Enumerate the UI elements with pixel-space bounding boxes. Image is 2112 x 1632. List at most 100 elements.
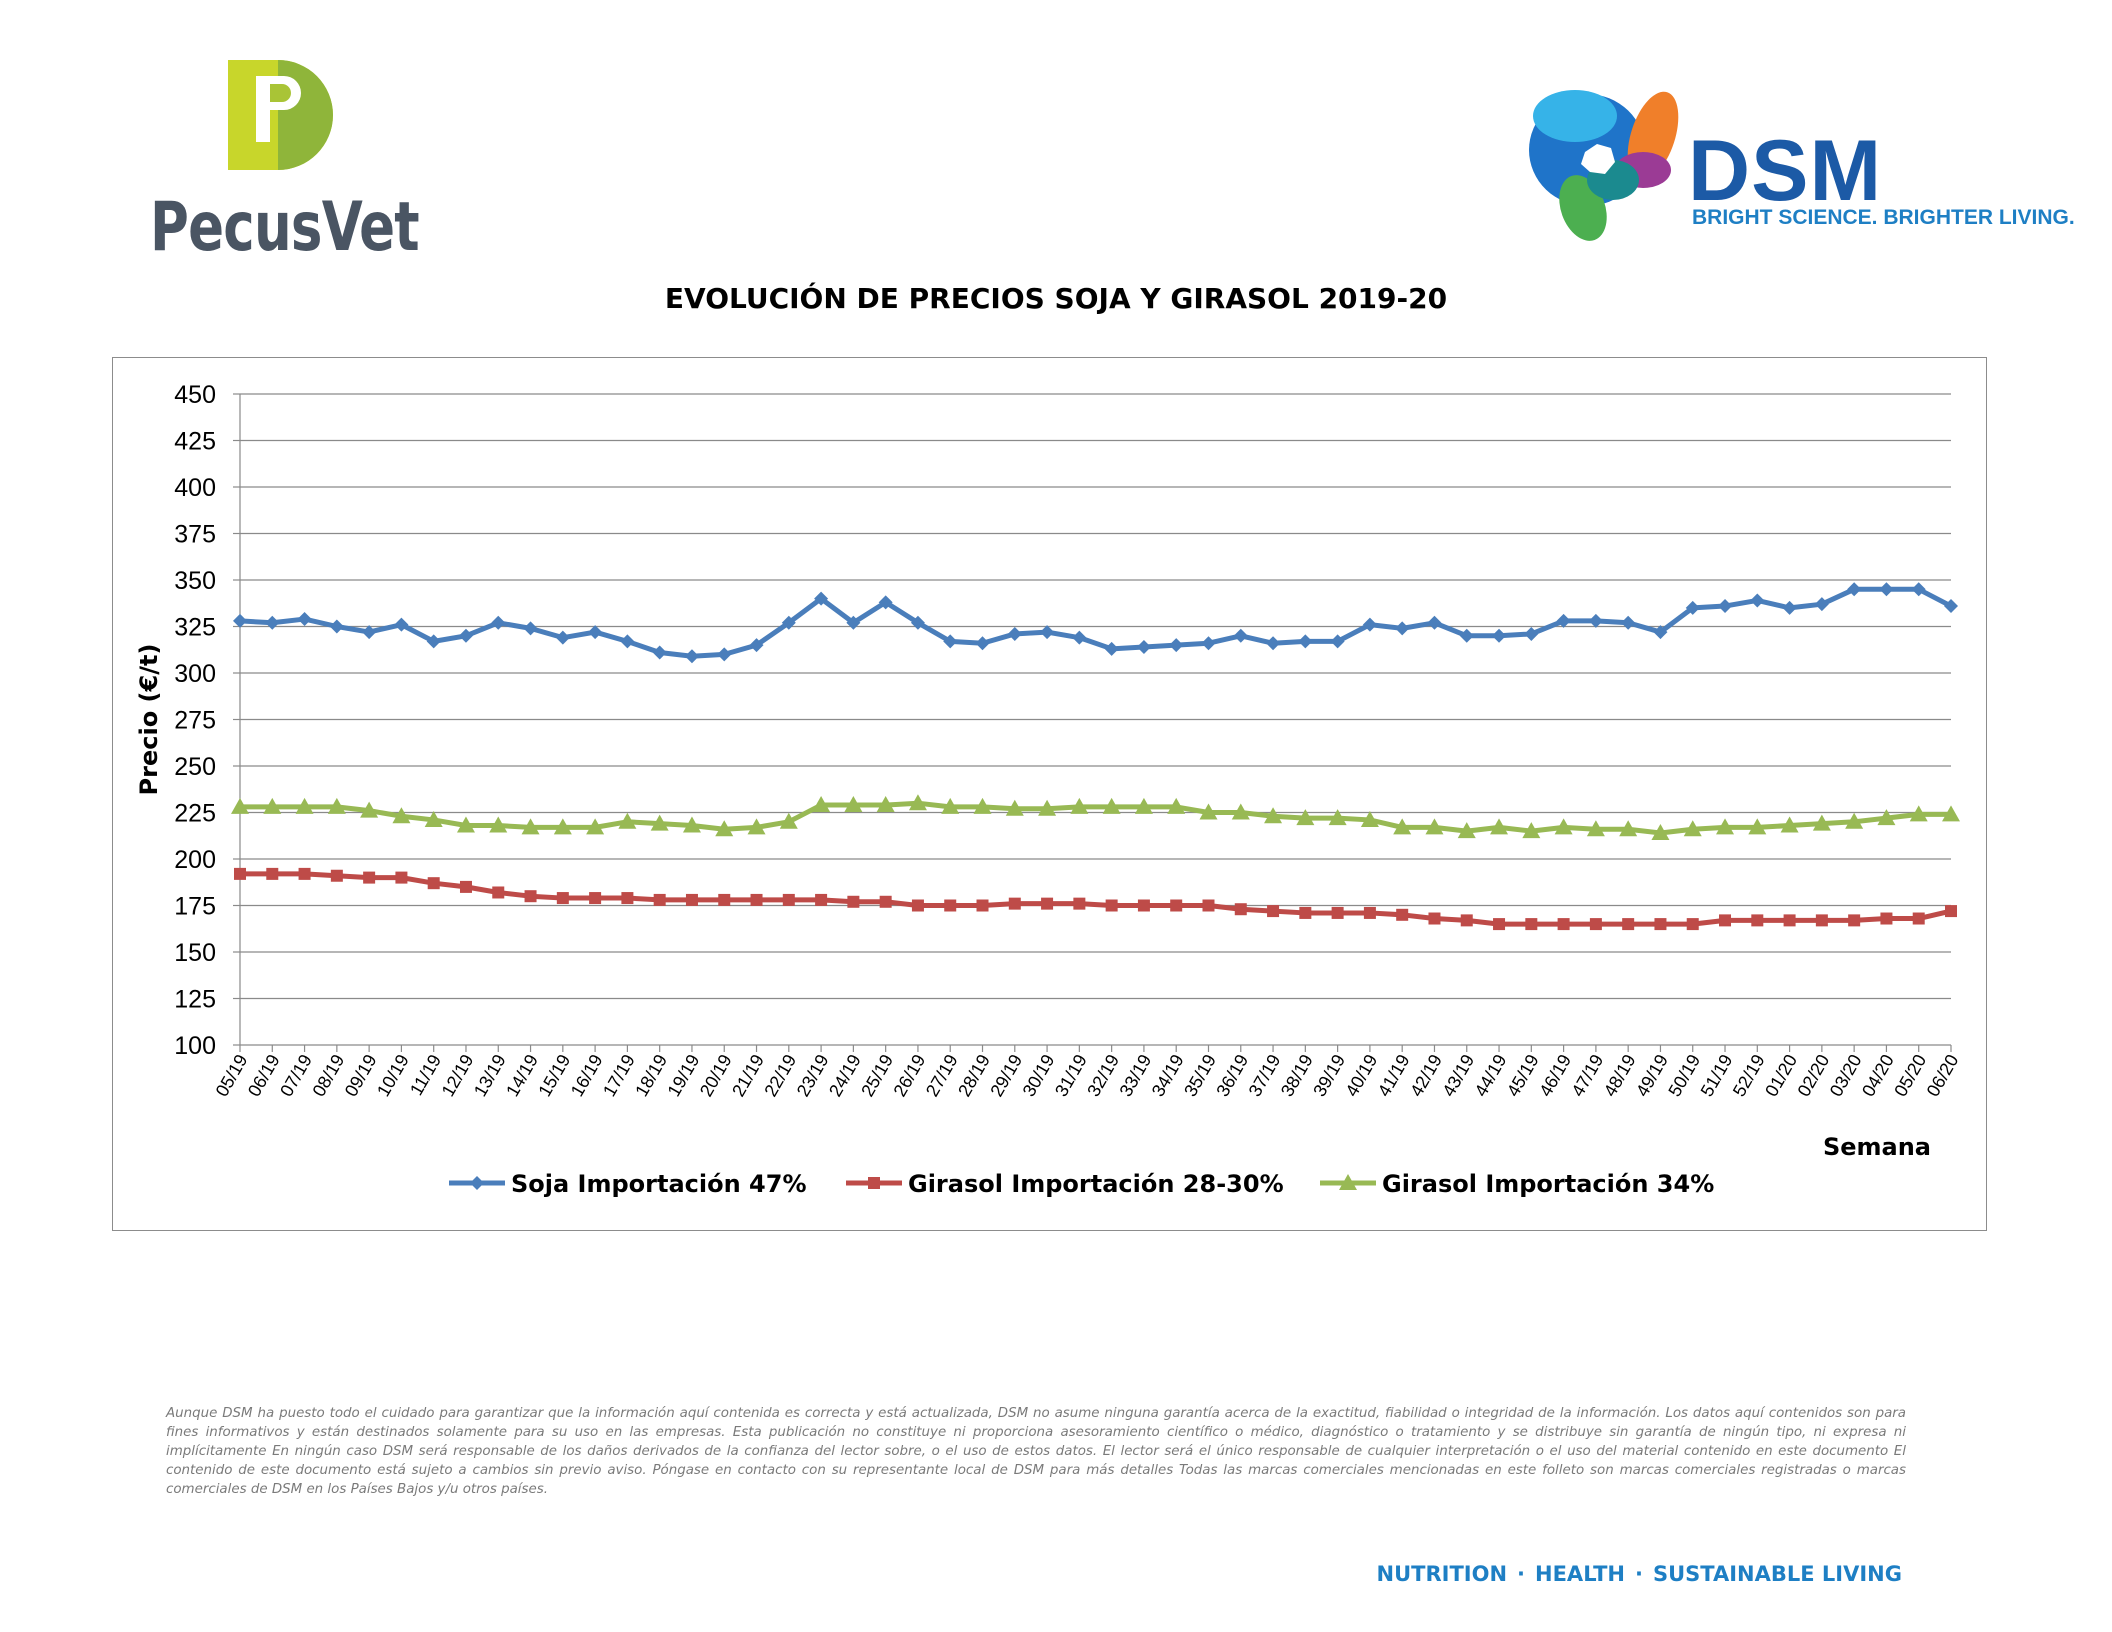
- data-point-series-1: [1879, 582, 1894, 597]
- data-point-series-2: [1105, 899, 1118, 912]
- data-point-series-1: [1330, 634, 1345, 649]
- data-point-series-2: [782, 893, 795, 906]
- data-point-series-3: [1780, 816, 1799, 833]
- x-tick-label: 14/19: [502, 1051, 542, 1100]
- data-point-series-2: [1622, 918, 1635, 931]
- data-point-series-1: [1556, 613, 1571, 628]
- data-point-series-3: [360, 801, 379, 818]
- x-tick-label: 23/19: [793, 1051, 833, 1100]
- data-point-series-3: [1651, 823, 1670, 840]
- data-point-series-3: [1877, 809, 1896, 826]
- footer-separator: ·: [1635, 1562, 1643, 1586]
- y-tick-label: 225: [174, 800, 216, 828]
- data-point-series-1: [1072, 630, 1087, 645]
- data-point-series-1: [1007, 626, 1022, 641]
- y-tick-label: 275: [174, 707, 216, 735]
- x-tick-label: 46/19: [1535, 1051, 1575, 1100]
- data-point-series-3: [941, 797, 960, 814]
- data-point-series-3: [1425, 818, 1444, 835]
- data-point-series-1: [846, 615, 861, 630]
- data-point-series-1: [1169, 638, 1184, 653]
- data-point-series-2: [1202, 899, 1215, 912]
- y-tick-label: 125: [174, 986, 216, 1014]
- data-point-series-2: [1363, 906, 1376, 919]
- pecusvet-wordmark: PecusVet: [150, 188, 420, 267]
- data-point-series-1: [620, 634, 635, 649]
- data-point-series-2: [1396, 908, 1409, 921]
- data-point-series-2: [492, 886, 505, 899]
- x-tick-label: 17/19: [599, 1051, 639, 1100]
- data-point-series-2: [266, 867, 279, 880]
- x-tick-label: 50/19: [1664, 1051, 1704, 1100]
- data-point-series-3: [844, 796, 863, 813]
- x-tick-label: 18/19: [631, 1051, 671, 1100]
- data-point-series-3: [1296, 809, 1315, 826]
- data-point-series-1: [588, 625, 603, 640]
- pecusvet-p-mark: [228, 60, 333, 170]
- data-point-series-1: [652, 645, 667, 660]
- data-point-series-2: [847, 895, 860, 908]
- data-point-series-1: [426, 634, 441, 649]
- data-point-series-1: [1104, 641, 1119, 656]
- data-point-series-2: [750, 893, 763, 906]
- data-point-series-1: [1459, 628, 1474, 643]
- data-point-series-1: [684, 649, 699, 664]
- data-point-series-3: [876, 796, 895, 813]
- x-tick-label: 36/19: [1212, 1051, 1252, 1100]
- data-point-series-3: [1748, 818, 1767, 835]
- data-point-series-1: [555, 630, 570, 645]
- data-point-series-3: [1102, 797, 1121, 814]
- data-point-series-2: [685, 893, 698, 906]
- y-tick-label: 200: [174, 846, 216, 874]
- x-tick-label: 47/19: [1568, 1051, 1608, 1100]
- data-point-series-2: [1719, 914, 1732, 927]
- x-tick-label: 34/19: [1148, 1051, 1188, 1100]
- chart-title: EVOLUCIÓN DE PRECIOS SOJA Y GIRASOL 2019…: [664, 282, 1448, 315]
- x-tick-label: 40/19: [1342, 1051, 1382, 1100]
- data-point-series-1: [233, 613, 247, 628]
- data-point-series-1: [1653, 625, 1668, 640]
- data-point-series-3: [1909, 805, 1928, 822]
- data-point-series-2: [1234, 903, 1247, 916]
- data-point-series-2: [1460, 914, 1473, 927]
- x-tick-label: 22/19: [760, 1051, 800, 1100]
- data-point-series-3: [327, 797, 346, 814]
- x-tick-label: 13/19: [470, 1051, 510, 1100]
- data-point-series-1: [1233, 628, 1248, 643]
- x-tick-label: 38/19: [1277, 1051, 1317, 1100]
- x-tick-label: 01/20: [1761, 1051, 1801, 1100]
- data-point-series-2: [1428, 912, 1441, 925]
- data-point-series-2: [1848, 914, 1861, 927]
- x-tick-label: 06/19: [244, 1051, 284, 1100]
- x-tick-label: 24/19: [825, 1051, 865, 1100]
- x-axis-label: Semana: [1823, 1133, 1931, 1161]
- x-tick-label: 44/19: [1471, 1051, 1511, 1100]
- data-point-series-2: [459, 880, 472, 893]
- data-point-series-1: [975, 636, 990, 651]
- y-tick-label: 350: [174, 567, 216, 595]
- data-point-series-1: [1911, 582, 1926, 597]
- data-point-series-3: [1457, 822, 1476, 839]
- data-point-series-1: [297, 612, 312, 627]
- data-point-series-1: [491, 615, 506, 630]
- data-point-series-2: [427, 877, 440, 890]
- data-point-series-3: [263, 797, 282, 814]
- data-point-series-3: [779, 812, 798, 829]
- dsm-logo: DSM BRIGHT SCIENCE. BRIGHTER LIVING.: [1525, 80, 2075, 250]
- data-point-series-1: [362, 625, 377, 640]
- data-point-series-2: [1008, 897, 1021, 910]
- x-tick-label: 32/19: [1083, 1051, 1123, 1100]
- data-point-series-2: [556, 892, 569, 905]
- x-tick-label: 35/19: [1180, 1051, 1220, 1100]
- dsm-tagline: BRIGHT SCIENCE. BRIGHTER LIVING.: [1692, 206, 2075, 229]
- x-tick-label: 07/19: [276, 1051, 316, 1100]
- data-point-series-1: [1782, 600, 1797, 615]
- price-line-chart: 100 125 150 175 200 225 250 275 300 325 350 375 400 4…: [135, 381, 1962, 1198]
- data-point-series-3: [1134, 797, 1153, 814]
- data-point-series-2: [1267, 905, 1280, 918]
- data-point-series-2: [1041, 897, 1054, 910]
- data-point-series-3: [1328, 809, 1347, 826]
- x-tick-label: 45/19: [1503, 1051, 1543, 1100]
- x-tick-label: 02/20: [1793, 1051, 1833, 1100]
- x-tick-label: 03/20: [1826, 1051, 1866, 1100]
